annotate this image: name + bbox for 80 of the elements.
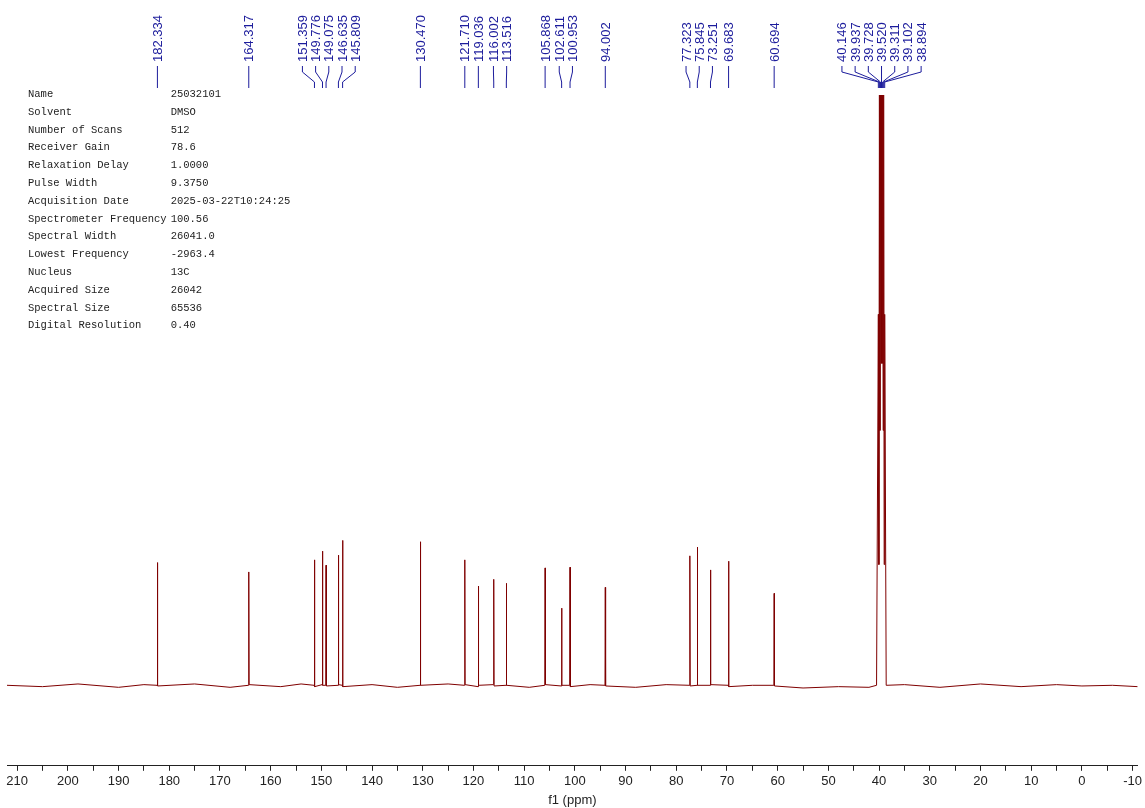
annotation: Pulse Width <box>28 176 99 191</box>
annotation: 26041.0 <box>170 229 216 245</box>
x-tick-label: 30 <box>922 773 938 789</box>
annotation: 38.894 <box>913 22 929 62</box>
x-tick-label: 40 <box>871 773 887 789</box>
annotation: 145.809 <box>347 15 363 62</box>
x-tick-label: 200 <box>56 773 79 789</box>
annotation: DMSO <box>170 104 197 120</box>
annotation: 69.683 <box>721 22 737 62</box>
annotation: 39.520 <box>874 22 890 62</box>
x-tick-label: 210 <box>6 773 28 789</box>
annotation: Lowest Frequency <box>28 247 130 262</box>
annotation: 60.694 <box>766 22 782 62</box>
x-tick-label: 120 <box>462 773 485 789</box>
annotation: Acquired Size <box>28 282 111 298</box>
annotation: 13C <box>170 264 191 280</box>
annotation: 130.470 <box>412 15 428 62</box>
annotation: 65536 <box>170 300 204 316</box>
annotation: Relaxation Delay <box>28 158 130 173</box>
x-tick-label: 110 <box>513 773 535 789</box>
annotation: 9.3750 <box>170 176 210 191</box>
x-tick-label: 60 <box>770 773 785 789</box>
annotation: 40.146 <box>834 22 850 62</box>
x-tick-label: -10 <box>1123 773 1142 789</box>
annotation: Spectrometer Frequency <box>28 211 167 227</box>
annotation: Receiver Gain <box>28 140 111 156</box>
annotation: 119.036 <box>470 15 486 62</box>
annotation: Digital Resolution <box>28 318 143 334</box>
annotation: 121.710 <box>457 15 473 62</box>
annotation: 182.334 <box>149 15 165 62</box>
annotation: 146.635 <box>334 15 350 62</box>
annotation: 0.40 <box>170 318 197 334</box>
annotation: 1.0000 <box>170 158 210 173</box>
annotation: 113.516 <box>499 15 515 62</box>
annotation: Spectral Width <box>28 229 118 245</box>
annotation: Solvent <box>28 104 74 120</box>
annotation: 105.868 <box>537 15 553 62</box>
annotation: 25032101 <box>170 87 223 102</box>
annotation: 39.102 <box>900 22 916 62</box>
x-tick-label: 130 <box>411 773 434 789</box>
x-tick-label: 80 <box>669 773 684 789</box>
annotation: 75.845 <box>691 22 707 62</box>
annotation: 77.323 <box>678 22 694 62</box>
x-tick-label: 150 <box>310 773 333 789</box>
annotation: 151.359 <box>294 15 310 62</box>
annotation: 94.002 <box>597 22 613 62</box>
x-tick-label: 170 <box>209 773 231 789</box>
annotation: -2963.4 <box>170 247 216 262</box>
annotation: Number of Scans <box>28 122 124 138</box>
annotation: Name <box>28 87 55 102</box>
annotation: 39.311 <box>887 23 903 62</box>
annotation: Acquisition Date <box>28 193 130 209</box>
annotation: 2025-03-22T10:24:25 <box>170 193 291 209</box>
x-tick-label: 0 <box>1078 773 1086 789</box>
x-tick-label: 180 <box>158 773 181 789</box>
annotation: 102.611 <box>551 15 567 62</box>
annotation: 100.56 <box>170 211 210 227</box>
annotation: 149.075 <box>321 15 337 62</box>
x-tick-label: 190 <box>107 773 130 789</box>
x-tick-label: 90 <box>618 773 633 789</box>
annotation: Spectral Size <box>28 300 111 316</box>
annotation: 164.317 <box>241 15 257 62</box>
x-tick-label: 10 <box>1023 773 1039 789</box>
annotation: 78.6 <box>170 140 197 156</box>
x-tick-label: 20 <box>973 773 988 789</box>
x-tick-label: 70 <box>719 773 735 789</box>
annotation: 100.953 <box>564 15 580 62</box>
annotation: 73.251 <box>704 22 720 62</box>
annotation: 39.728 <box>860 22 876 62</box>
x-tick-label: 160 <box>259 773 282 789</box>
annotation: 39.937 <box>847 22 863 62</box>
annotation: 116.002 <box>485 15 501 62</box>
annotation: 149.776 <box>308 15 324 62</box>
annotation: 512 <box>170 122 191 138</box>
x-tick-label: 140 <box>361 773 383 789</box>
x-tick-label: 100 <box>564 773 586 789</box>
x-tick-label: 50 <box>821 773 836 789</box>
annotation: Nucleus <box>28 264 74 280</box>
annotation: 26042 <box>170 282 204 298</box>
x-axis-title: f1 (ppm) <box>548 791 597 807</box>
